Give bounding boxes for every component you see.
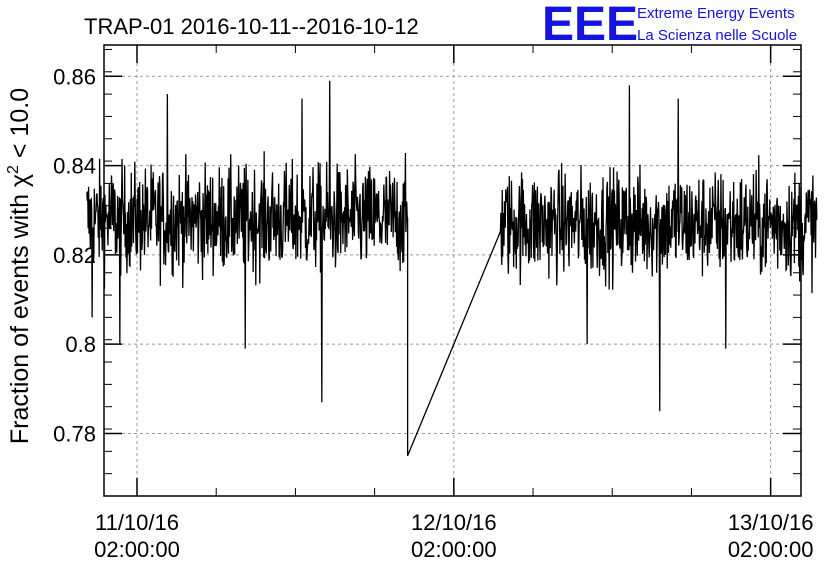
eee-logo-mark: EEE [542, 0, 638, 51]
x-tick-label-time: 02:00:00 [728, 537, 814, 562]
grid [104, 45, 801, 496]
x-tick-label-time: 02:00:00 [411, 537, 497, 562]
y-tick-label: 0.8 [65, 332, 96, 357]
y-tick-label: 0.78 [53, 421, 96, 446]
x-tick-label-date: 12/10/16 [411, 510, 497, 535]
y-tick-label: 0.86 [53, 64, 96, 89]
y-axis-label-chi: χ [6, 174, 34, 187]
axis-ticks [104, 45, 801, 497]
y-axis-label: Fraction of events with χ2 < 10.0 [5, 88, 34, 444]
y-axis-label-prefix: Fraction of events with [6, 187, 34, 444]
logo-line-2: La Scienza nelle Scuole [637, 27, 797, 44]
series-line [86, 80, 818, 457]
x-tick-label-time: 02:00:00 [94, 537, 180, 562]
x-tick-label-date: 13/10/16 [728, 510, 814, 535]
y-tick-label: 0.82 [53, 243, 96, 268]
plot-frame [103, 44, 802, 497]
logo-line-1: Extreme Energy Events [637, 5, 795, 22]
data-series [86, 80, 818, 457]
x-tick-label-date: 11/10/16 [95, 510, 179, 535]
eee-logo: EEE Extreme Energy Events La Scienza nel… [542, 0, 797, 51]
chart-title: TRAP-01 2016-10-11--2016-10-12 [84, 14, 419, 39]
y-tick-label: 0.84 [53, 154, 96, 179]
y-axis-label-suffix: < 10.0 [6, 88, 34, 165]
y-axis-label-sup: 2 [5, 165, 22, 174]
tick-labels: 0.780.80.820.840.8611/10/1602:00:0012/10… [53, 64, 813, 562]
